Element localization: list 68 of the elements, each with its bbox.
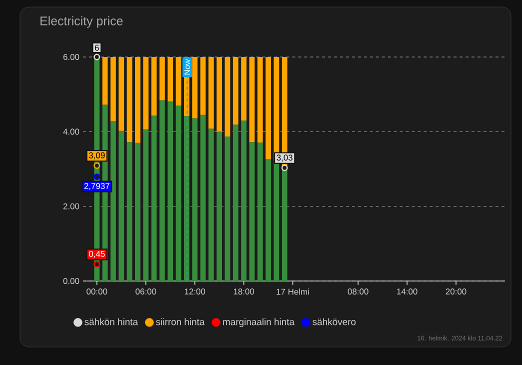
bar (168, 101, 174, 281)
bar (184, 116, 190, 281)
data-label: 0,45 (88, 250, 105, 258)
bar (176, 106, 182, 281)
x-tick-label: 06:00 (136, 288, 156, 295)
x-tick-label: 18:00 (234, 288, 254, 295)
y-tick-label: 4.00 (63, 128, 80, 135)
x-tick-label: 00:00 (86, 288, 108, 295)
bar (118, 57, 124, 131)
x-tick-label: 08:00 (348, 288, 368, 295)
bar (200, 114, 206, 281)
bar (151, 57, 157, 116)
bar (216, 132, 222, 281)
data-label: 6 (94, 44, 99, 51)
bar (192, 57, 198, 118)
bar (266, 57, 271, 160)
x-tick-label: 14:00 (397, 288, 418, 295)
bar (200, 57, 206, 115)
bar (224, 136, 230, 281)
point (281, 164, 288, 172)
bar (241, 120, 246, 281)
bar (241, 57, 246, 120)
legend-label: sähkön hinta (84, 318, 138, 326)
chart-title: Electricity price (40, 16, 123, 28)
x-tick-label: 20:00 (446, 288, 466, 295)
bar (159, 57, 165, 100)
bar (208, 57, 214, 129)
bar (192, 118, 198, 281)
bar (208, 128, 214, 281)
bar (143, 57, 149, 130)
data-label: 2,7937 (84, 183, 110, 190)
bar (176, 57, 182, 106)
x-tick-label: 17 Helmi (276, 288, 309, 295)
bar (110, 57, 116, 122)
legend-label: sähkövero (312, 318, 356, 326)
legend-label: marginaalin hinta (223, 318, 295, 328)
bar (257, 57, 263, 142)
bar (266, 159, 271, 281)
bar (118, 130, 124, 281)
bar (102, 57, 108, 105)
point (94, 173, 100, 180)
y-tick-label: 6.00 (63, 54, 80, 60)
bar (159, 100, 165, 281)
legend-label: siirron hinta (156, 318, 205, 326)
y-tick-label: 0.00 (63, 278, 80, 284)
bar (257, 142, 263, 281)
point (94, 260, 100, 268)
data-label: 3,09 (88, 152, 105, 160)
bar (110, 121, 116, 281)
bar (232, 57, 238, 125)
bar (282, 168, 288, 281)
bar (232, 124, 238, 281)
x-tick-label: 12:00 (184, 288, 206, 295)
y-tick-label: 2.00 (63, 203, 80, 210)
point (94, 162, 100, 169)
bar (224, 57, 230, 137)
bar (249, 57, 255, 142)
bar (249, 142, 255, 281)
bar (151, 116, 157, 281)
point (94, 54, 100, 60)
bar (126, 57, 132, 142)
bar (216, 57, 222, 132)
data-label: 3,03 (276, 154, 292, 162)
bar (134, 57, 140, 143)
bar (168, 57, 174, 102)
bar (126, 142, 132, 281)
bar (143, 129, 149, 281)
bar (134, 142, 140, 281)
